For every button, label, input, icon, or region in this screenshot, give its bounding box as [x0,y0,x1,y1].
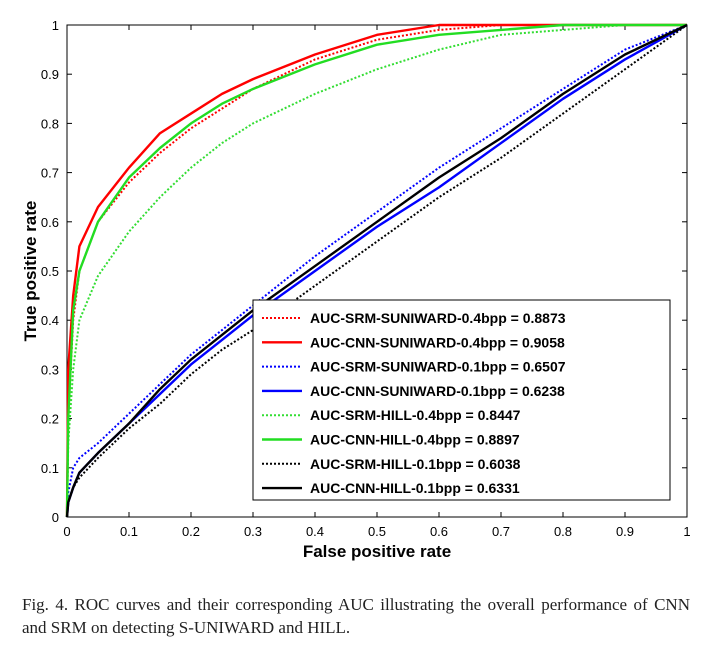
x-tick-label: 0.7 [492,524,510,539]
y-tick-label: 0.5 [41,264,59,279]
roc-curve-3 [66,24,688,518]
y-tick-label: 1 [52,18,59,33]
legend-label: AUC-CNN-HILL-0.4bpp = 0.8897 [310,432,520,448]
axis-ticks: 0 0.1 0.2 0.3 0.4 0.5 0.6 0.7 0.8 0.9 1 0 0.1 0.2 0.3 0… [41,18,691,539]
x-tick-label: 0.4 [306,524,324,539]
figure-caption: Fig. 4. ROC curves and their correspondi… [22,595,690,637]
y-tick-label: 0 [52,510,59,525]
legend-label: AUC-CNN-SUNIWARD-0.4bpp = 0.9058 [310,334,565,350]
legend-label: AUC-SRM-HILL-0.1bpp = 0.6038 [310,456,521,472]
y-tick-label: 0.6 [41,215,59,230]
legend-box [252,299,671,501]
y-tick-label: 0.3 [41,362,59,377]
y-tick-label: 0.2 [41,412,59,427]
y-tick-label: 0.1 [41,461,59,476]
x-tick-label: 1 [683,524,690,539]
roc-curve-6 [65,23,687,518]
roc-curve-8 [65,23,688,518]
x-tick-label: 0.8 [554,524,572,539]
legend-label: AUC-SRM-SUNIWARD-0.1bpp = 0.6507 [310,359,566,375]
legend-label: AUC-CNN-SUNIWARD-0.1bpp = 0.6238 [310,383,565,399]
y-tick-label: 0.7 [41,166,59,181]
y-tick-label: 0.8 [41,116,59,131]
x-axis-label: False positive rate [303,542,451,561]
y-tick-label: 0.9 [41,67,59,82]
y-axis-label: True positive rate [21,201,40,342]
roc-curve-7 [66,24,688,518]
legend-label: AUC-CNN-HILL-0.1bpp = 0.6331 [310,480,520,496]
legend-label: AUC-SRM-SUNIWARD-0.4bpp = 0.8873 [310,310,566,326]
legend: AUC-SRM-SUNIWARD-0.4bpp = 0.8873 AUC-CNN-… [252,299,671,501]
roc-chart: 0 0.1 0.2 0.3 0.4 0.5 0.6 0.7 0.8 0.9 1 0 0.1 0.2 0.3 0… [21,18,691,561]
x-tick-label: 0.3 [244,524,262,539]
roc-curve-5 [66,24,687,518]
legend-label: AUC-SRM-HILL-0.4bpp = 0.8447 [310,407,521,423]
roc-curves [65,23,688,518]
x-tick-label: 0.6 [430,524,448,539]
x-tick-label: 0.2 [182,524,200,539]
x-tick-label: 0.9 [616,524,634,539]
x-tick-label: 0 [63,524,70,539]
y-tick-label: 0.4 [41,313,59,328]
x-tick-label: 0.1 [120,524,138,539]
roc-curve-2 [65,23,687,518]
x-tick-label: 0.5 [368,524,386,539]
